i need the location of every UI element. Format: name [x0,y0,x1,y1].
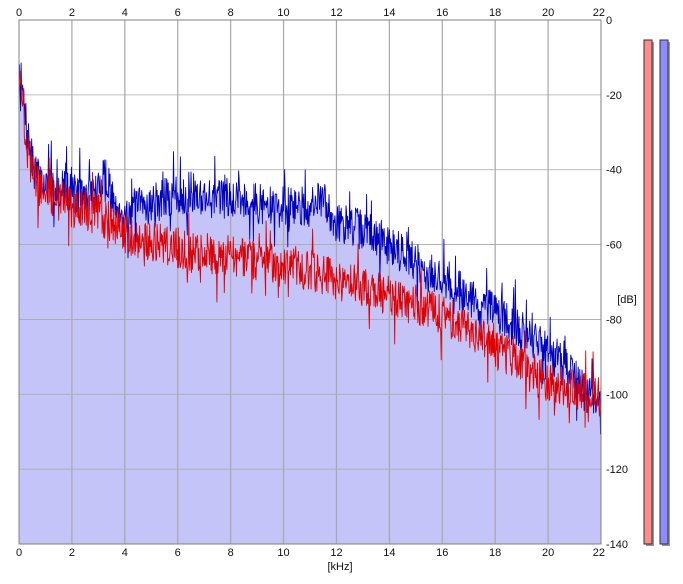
y-tick-label: -80 [606,314,622,326]
x-axis-unit-label: [kHz] [327,561,352,573]
x-tick-label-bottom: 2 [69,547,75,559]
x-tick-label-top: 14 [383,7,395,19]
x-tick-label-bottom: 18 [489,547,501,559]
x-tick-label-bottom: 22 [593,547,605,559]
x-tick-label-top: 16 [436,7,448,19]
x-tick-label-bottom: 6 [175,547,181,559]
x-tick-label-top: 0 [16,7,22,19]
y-tick-label: -100 [606,389,628,401]
x-tick-label-bottom: 14 [383,547,395,559]
x-tick-label-bottom: 20 [542,547,554,559]
tick-label-layer: 002244668810101212141416161818202022220-… [16,7,628,559]
x-tick-label-bottom: 8 [228,547,234,559]
x-tick-label-bottom: 4 [122,547,128,559]
x-tick-label-top: 4 [122,7,128,19]
y-tick-label: -120 [606,464,628,476]
series-line-1 [18,62,602,435]
y-tick-label: -20 [606,90,622,102]
spectrum-area [19,63,601,544]
x-tick-label-top: 12 [330,7,342,19]
x-tick-label-bottom: 10 [277,547,289,559]
level-meter-bar [659,39,669,545]
y-tick-label: -140 [606,539,628,551]
level-meter-bar [643,39,653,545]
x-tick-label-bottom: 12 [330,547,342,559]
x-tick-label-bottom: 16 [436,547,448,559]
x-tick-label-top: 18 [489,7,501,19]
y-tick-label: -60 [606,240,622,252]
x-tick-label-top: 10 [277,7,289,19]
x-tick-label-top: 22 [593,7,605,19]
level-meters [643,39,670,546]
y-tick-label: 0 [606,15,612,27]
area-fill-layer [19,63,601,544]
y-axis-unit-label: [dB] [617,294,637,306]
grid-layer [19,20,601,544]
x-tick-label-top: 2 [69,7,75,19]
x-tick-label-top: 20 [542,7,554,19]
y-tick-label: -40 [606,165,622,177]
x-tick-label-bottom: 0 [16,547,22,559]
series-layer [18,62,602,435]
x-tick-label-top: 6 [175,7,181,19]
x-tick-label-top: 8 [228,7,234,19]
series-line-2 [18,70,602,428]
plot-frame [18,19,602,545]
